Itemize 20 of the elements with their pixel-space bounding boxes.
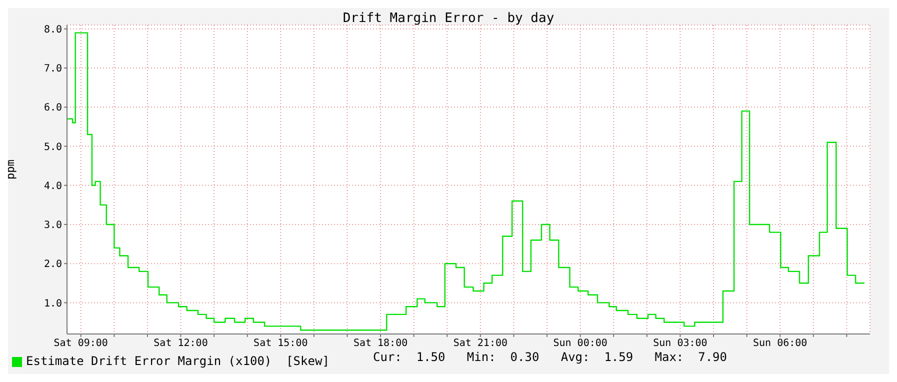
y-tick-label: 7.0	[44, 64, 62, 75]
x-tick-label: Sat 21:00	[453, 338, 508, 350]
x-tick-label: Sat 12:00	[154, 338, 208, 350]
x-tick-label: Sun 06:00	[753, 338, 808, 350]
chart-title: Drift Margin Error - by day	[342, 11, 556, 26]
y-tick-label: 2.0	[44, 259, 62, 270]
y-tick-label: 3.0	[44, 220, 62, 232]
x-tick-label: Sat 18:00	[353, 338, 408, 350]
y-tick-label: 5.0	[44, 142, 62, 153]
x-tick-label: Sat 09:00	[54, 338, 108, 350]
y-tick-label: 8.0	[44, 24, 62, 36]
y-tick-label: 1.0	[44, 298, 62, 310]
y-tick-label: 6.0	[44, 102, 62, 114]
legend-label: Estimate Drift Error Margin (x100) [Skew]	[26, 354, 330, 368]
x-tick-label: Sun 00:00	[553, 338, 608, 350]
x-tick-label: Sat 15:00	[254, 338, 308, 350]
y-axis-title: ppm	[4, 159, 17, 180]
text: Cur: 1.50 Min: 0.30 Avg: 1.59 Max: 7.90	[373, 350, 728, 364]
x-tick-label: Sun 03:00	[653, 338, 708, 350]
y-tick-label: 4.0	[44, 180, 62, 192]
